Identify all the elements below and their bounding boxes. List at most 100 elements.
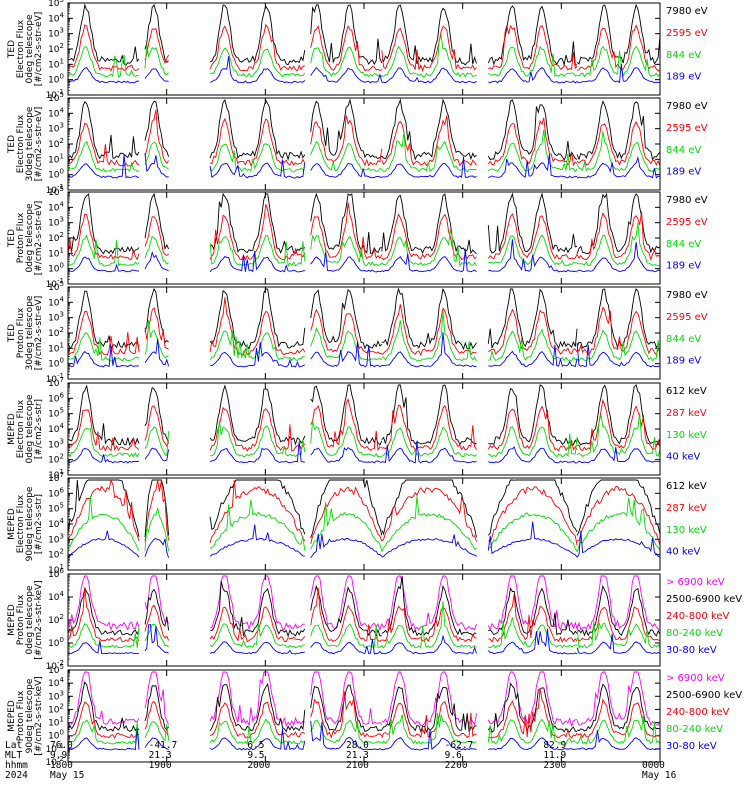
series-7980-ev-trace bbox=[68, 192, 660, 255]
y-tick-label: 103 bbox=[48, 311, 64, 324]
series-240-800-kev-trace bbox=[68, 688, 660, 739]
y-axis-label: [#/cm2-s-str-eV] bbox=[34, 12, 44, 87]
legend-entry: 130 keV bbox=[666, 430, 707, 441]
legend-entry: 612 keV bbox=[666, 481, 707, 492]
legend-entry: 189 eV bbox=[666, 356, 701, 367]
y-tick-label: 104 bbox=[48, 11, 64, 24]
y-axis-label: TED bbox=[7, 40, 17, 59]
panel-4: 10-1 100 101 102 103 104 105 TED Proton Flux 30de… bbox=[7, 280, 708, 385]
y-tick-label: 104 bbox=[48, 295, 64, 308]
series-287-kev-trace bbox=[68, 479, 660, 546]
y-tick-label: 102 bbox=[48, 453, 64, 466]
legend-entry: 40 keV bbox=[666, 452, 700, 463]
legend-entry: 287 keV bbox=[666, 408, 707, 419]
series-189-ev-trace bbox=[68, 239, 660, 273]
x-tick-label: 9.9 bbox=[50, 750, 67, 761]
legend-entry: 189 eV bbox=[666, 72, 701, 83]
legend-entry: 189 eV bbox=[666, 167, 701, 178]
panel-2: 10-1 100 101 102 103 104 105 TED Electron Flux 30… bbox=[7, 91, 708, 196]
legend-entry: 2500-6900 keV bbox=[666, 594, 742, 605]
y-tick-label: 102 bbox=[48, 42, 64, 55]
y-tick-label: 105 bbox=[48, 663, 64, 676]
x-tick-label: 2000 bbox=[247, 760, 270, 771]
legend-entry: 80-240 keV bbox=[666, 628, 723, 639]
series-844-ev-trace bbox=[68, 34, 660, 78]
legend-entry: 130 keV bbox=[666, 525, 707, 536]
y-tick-label: 10-1 bbox=[46, 88, 64, 101]
y-tick-label: 101 bbox=[48, 152, 64, 165]
series-80-240-kev-trace bbox=[68, 601, 660, 650]
x-tick-label: 82.9 bbox=[543, 740, 566, 751]
series-2595-ev-trace bbox=[68, 202, 660, 261]
legend-entry: 7980 eV bbox=[666, 6, 708, 17]
legend-entry: 612 keV bbox=[666, 386, 707, 397]
series-7980-ev-trace bbox=[68, 3, 660, 67]
series-2500-6900-kev-trace bbox=[68, 681, 660, 734]
y-axis-label: MEPED bbox=[7, 508, 17, 540]
y-tick-label: 102 bbox=[48, 231, 64, 244]
legend-entry: 7980 eV bbox=[666, 290, 708, 301]
legend-entry: 240-800 keV bbox=[666, 707, 730, 718]
y-axis-label: MEPED bbox=[7, 700, 17, 732]
y-tick-label: 105 bbox=[48, 502, 64, 515]
y-tick-label: 103 bbox=[48, 532, 64, 545]
y-tick-label: 103 bbox=[48, 216, 64, 229]
series-612-kev-trace bbox=[68, 479, 660, 539]
x-axis-row-label: 2024 bbox=[5, 770, 28, 781]
legend-entry: 240-800 keV bbox=[666, 611, 730, 622]
y-axis-label: 0deg telescope bbox=[25, 585, 35, 655]
y-tick-label: 102 bbox=[48, 548, 64, 561]
traces bbox=[68, 98, 660, 179]
series--6900-kev-trace bbox=[68, 575, 660, 632]
series-130-kev-trace bbox=[68, 413, 660, 458]
x-tick-label: 6.5 bbox=[247, 740, 264, 751]
series-40-kev-trace bbox=[68, 521, 660, 559]
y-tick-label: 107 bbox=[48, 471, 64, 484]
y-axis-label: Electron Flux bbox=[16, 114, 26, 173]
y-axis-label: MEPED bbox=[7, 413, 17, 445]
y-tick-label: 104 bbox=[48, 590, 64, 603]
x-tick-label: -41.7 bbox=[149, 740, 178, 751]
x-tick-label: May 15 bbox=[50, 770, 84, 781]
legend-entry: 30-80 keV bbox=[666, 645, 717, 656]
y-tick-label: 106 bbox=[48, 567, 64, 580]
y-axis-label: 30deg telescope bbox=[25, 106, 35, 181]
series-7980-ev-trace bbox=[68, 98, 660, 162]
y-axis-label: Electron Flux bbox=[16, 494, 26, 553]
y-tick-label: 104 bbox=[48, 422, 64, 435]
traces bbox=[68, 671, 660, 751]
y-tick-label: 107 bbox=[48, 376, 64, 389]
y-axis-label: Proton Flux bbox=[16, 212, 26, 263]
y-tick-label: 100 bbox=[48, 357, 64, 370]
y-axis-label: [#/cm2-s-str] bbox=[34, 399, 44, 459]
traces bbox=[68, 3, 660, 84]
legend-entry: 30-80 keV bbox=[666, 741, 717, 752]
series-2500-6900-kev-trace bbox=[68, 575, 660, 638]
y-axis-label: Electron Flux bbox=[16, 19, 26, 78]
panel-6: 101 102 103 104 105 106 107 MEPED Electron Flux 9… bbox=[7, 471, 707, 576]
x-tick-label: 2100 bbox=[346, 760, 369, 771]
y-tick-label: 105 bbox=[48, 407, 64, 420]
x-tick-label: 1800 bbox=[50, 760, 73, 771]
x-tick-label: 2300 bbox=[543, 760, 566, 771]
y-tick-label: 100 bbox=[48, 168, 64, 181]
y-tick-label: 106 bbox=[48, 486, 64, 499]
y-tick-label: 104 bbox=[48, 106, 64, 119]
y-tick-label: 10-2 bbox=[46, 659, 64, 672]
legend-entry: > 6900 keV bbox=[666, 577, 725, 588]
legend-entry: 844 eV bbox=[666, 334, 701, 345]
y-axis-label: 0deg telescope bbox=[25, 203, 35, 273]
y-tick-label: 105 bbox=[48, 91, 64, 104]
y-tick-label: 102 bbox=[48, 702, 64, 715]
panel-frame bbox=[67, 97, 661, 191]
series-189-ev-trace bbox=[68, 153, 660, 179]
legend-entry: 40 keV bbox=[666, 547, 700, 558]
y-tick-label: 104 bbox=[48, 517, 64, 530]
y-tick-label: 10-2 bbox=[46, 755, 64, 768]
y-axis-label: 90deg telescope bbox=[25, 678, 35, 753]
y-axis-label: 90deg telescope bbox=[25, 486, 35, 561]
y-axis-label: Proton Flux bbox=[16, 594, 26, 645]
legend-entry: 2595 eV bbox=[666, 217, 708, 228]
legend-entry: 844 eV bbox=[666, 145, 701, 156]
